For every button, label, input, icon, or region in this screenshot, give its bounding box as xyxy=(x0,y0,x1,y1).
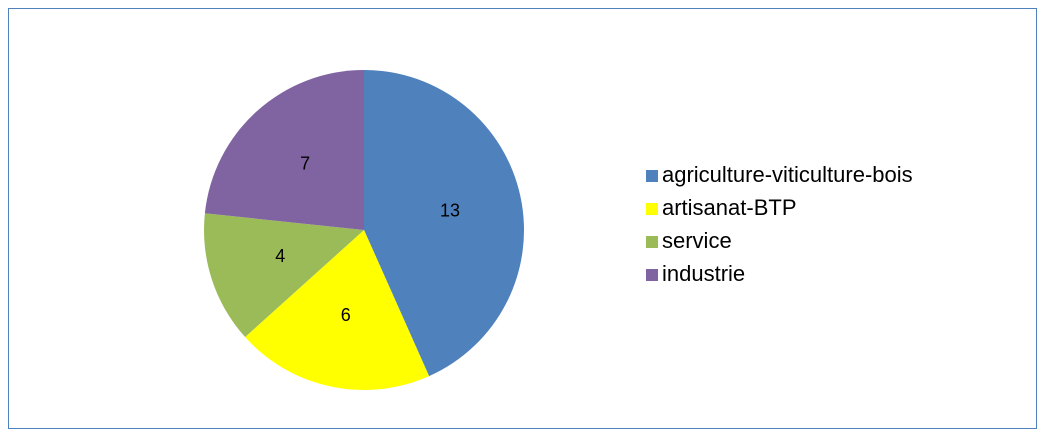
legend-label: service xyxy=(662,228,732,253)
pie-slice xyxy=(364,70,524,377)
legend-swatch xyxy=(646,203,658,215)
legend-label: agriculture-viticulture-bois xyxy=(662,162,913,187)
data-label: 7 xyxy=(300,153,310,173)
data-label: 13 xyxy=(440,200,460,220)
data-label: 6 xyxy=(341,305,351,325)
pie-slice xyxy=(204,213,364,338)
data-label: 4 xyxy=(275,246,285,266)
legend-swatch xyxy=(646,236,658,248)
legend-swatch xyxy=(646,269,658,281)
pie-slice xyxy=(204,70,364,230)
legend-swatch xyxy=(646,170,658,182)
legend-label: artisanat-BTP xyxy=(662,195,797,220)
legend-label: industrie xyxy=(662,261,745,286)
pie-slice xyxy=(245,230,430,390)
